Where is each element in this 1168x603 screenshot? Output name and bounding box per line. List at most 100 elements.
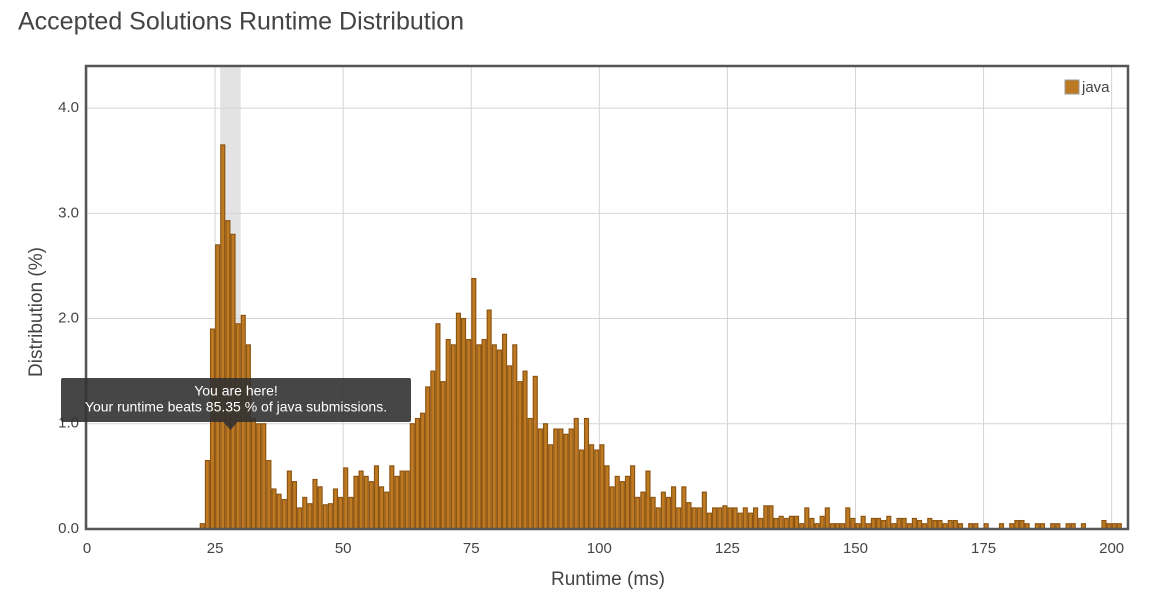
- bar: [896, 517, 902, 530]
- y-axis-label: Distribution (%): [26, 247, 47, 377]
- x-tick-label: 50: [335, 540, 352, 557]
- bar: [394, 475, 400, 530]
- bar: [261, 423, 267, 530]
- bar: [604, 465, 610, 530]
- bar: [788, 515, 794, 530]
- bar: [204, 460, 210, 530]
- bar: [384, 491, 390, 530]
- x-tick-label: 0: [83, 540, 91, 557]
- bar: [901, 517, 907, 530]
- bar: [348, 496, 354, 530]
- x-tick-label: 175: [971, 540, 996, 557]
- bar: [737, 512, 743, 530]
- bar: [548, 444, 554, 530]
- tooltip: You are here!Your runtime beats 85.35 % …: [61, 378, 411, 430]
- bar: [327, 503, 333, 530]
- bar: [517, 381, 523, 530]
- bar: [435, 323, 441, 530]
- bar: [870, 517, 876, 530]
- bar: [486, 309, 492, 530]
- bar: [250, 417, 257, 530]
- y-tick-label: 3.0: [58, 204, 79, 221]
- y-tick-label: 4.0: [58, 99, 79, 116]
- bar: [753, 507, 759, 530]
- x-tick-label: 200: [1099, 540, 1124, 557]
- bar: [568, 428, 574, 530]
- bar: [225, 220, 231, 530]
- bar: [1019, 519, 1025, 530]
- bar: [235, 323, 241, 530]
- bar: [307, 503, 313, 530]
- bar: [379, 486, 385, 530]
- bar: [681, 486, 687, 530]
- bar: [399, 470, 405, 530]
- bar: [947, 519, 953, 530]
- bar: [322, 504, 328, 530]
- bar: [850, 517, 856, 530]
- tooltip-text: Your runtime beats 85.35 % of java submi…: [85, 399, 387, 415]
- bar: [665, 496, 672, 530]
- bar: [501, 333, 508, 530]
- bar: [630, 465, 636, 530]
- bar: [358, 470, 364, 530]
- x-tick-label: 75: [463, 540, 480, 557]
- bar: [420, 412, 426, 530]
- bar: [916, 519, 923, 530]
- bar: [343, 467, 349, 530]
- bar: [573, 417, 579, 530]
- bar: [425, 386, 431, 530]
- legend: java: [1064, 79, 1110, 96]
- bar: [338, 496, 344, 530]
- bar: [389, 465, 395, 530]
- bar: [712, 507, 718, 530]
- tooltip-arrow: [223, 422, 238, 430]
- bar: [297, 507, 303, 530]
- bar: [404, 470, 410, 530]
- bar: [455, 312, 461, 530]
- bar: [430, 370, 436, 530]
- bar: [563, 433, 569, 530]
- x-axis-label: Runtime (ms): [551, 569, 665, 590]
- bar: [440, 381, 446, 530]
- bar: [747, 512, 754, 530]
- bar: [671, 486, 677, 530]
- bar: [696, 507, 702, 530]
- bar: [256, 423, 262, 530]
- bar: [758, 517, 764, 530]
- bar: [537, 428, 543, 530]
- bar: [1101, 519, 1107, 530]
- bar: [209, 328, 216, 530]
- bar: [937, 519, 943, 530]
- y-tick-label: 0.0: [58, 520, 79, 537]
- bar: [373, 465, 380, 530]
- bar: [481, 338, 487, 530]
- x-tick-label: 150: [843, 540, 868, 557]
- bar: [450, 344, 456, 530]
- bar: [742, 507, 748, 530]
- bar: [445, 338, 451, 530]
- bar: [599, 444, 605, 530]
- bar: [491, 344, 497, 530]
- bar: [496, 349, 502, 530]
- bar: [640, 491, 646, 530]
- bar: [471, 277, 477, 530]
- bar: [522, 370, 528, 530]
- bar: [635, 496, 641, 530]
- bar: [686, 502, 692, 530]
- bar: [271, 488, 277, 530]
- bar: [793, 515, 800, 530]
- bar: [614, 475, 620, 530]
- bar: [624, 475, 631, 530]
- bar: [240, 314, 246, 530]
- bar: [860, 515, 866, 530]
- legend-swatch: [1064, 79, 1080, 95]
- bar: [881, 519, 887, 530]
- bar: [583, 417, 590, 530]
- bar: [927, 517, 933, 530]
- bar: [932, 519, 938, 530]
- bar: [886, 515, 892, 530]
- bar: [717, 507, 723, 530]
- bar: [332, 488, 339, 530]
- bar: [691, 507, 697, 530]
